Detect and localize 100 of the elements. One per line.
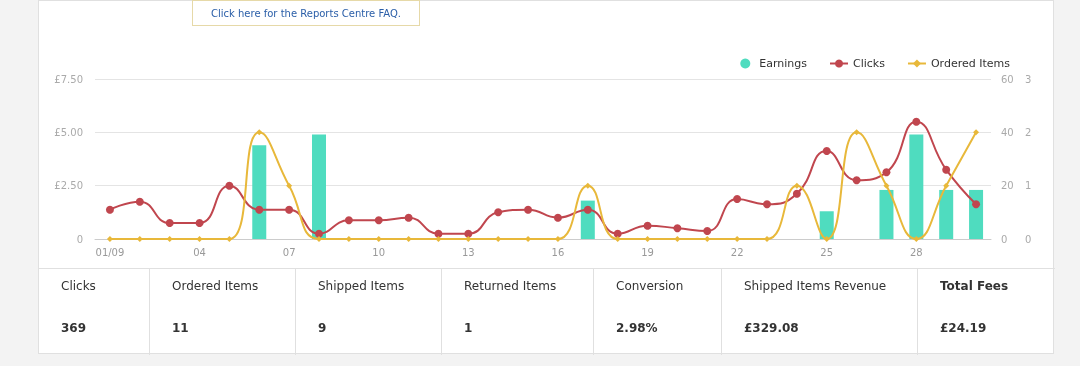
category-label: Shipped Items Revenue [744,279,888,293]
x-tick-label: 19 [641,246,654,258]
x-tick-label: 13 [461,246,475,258]
y2-tick-label: 60 [1001,73,1014,85]
text: 11 [172,321,189,335]
y3-tick-label: 2 [1025,126,1032,138]
point [972,200,981,209]
point [913,236,920,242]
y3-tick-label: 1 [1025,180,1032,192]
legend-label: Clicks [853,57,886,70]
point [285,205,294,214]
y3-tick-label: 0 [1025,233,1032,245]
text: Click here for the Reports Centre FAQ. [192,0,420,26]
bar [969,189,984,239]
point [316,236,322,242]
point [674,236,681,242]
text: 2.98% [616,321,658,335]
y-tick-label: £2.50 [54,180,83,192]
y-tick-label: 0 [76,233,83,245]
text: £329.08 [744,321,799,335]
point [882,168,891,177]
bar [879,189,894,239]
point [703,227,712,235]
category-label: Conversion [616,279,685,293]
x-tick-label: 07 [282,246,296,258]
y-tick-label: £5.00 [54,126,83,138]
legend-label: Earnings [759,57,808,70]
point [793,182,800,189]
text: 369 [61,321,87,335]
point [644,236,651,242]
point [464,229,473,238]
point [792,189,801,198]
point [256,129,263,136]
point [165,219,174,227]
y3-tick-label: 3 [1025,73,1032,85]
y2-tick-label: 0 [1001,233,1008,245]
point [613,229,622,238]
point [673,224,682,233]
category-label: Clicks [61,279,97,293]
text: £24.19 [940,321,987,335]
legend-label: Ordered Items [930,57,1011,70]
point [105,205,114,214]
point [822,147,831,155]
text: 1 [464,321,473,335]
point [643,221,652,230]
bar [252,145,267,239]
text: 9 [318,321,327,335]
category-label: Returned Items [464,279,558,293]
point [733,195,742,203]
point [434,229,443,238]
point [106,236,113,242]
point [553,213,562,222]
category-label: Ordered Items [172,279,260,293]
point [912,117,921,126]
point [583,205,592,214]
point [942,165,951,174]
bar [312,134,326,239]
point [973,129,980,136]
point [764,236,770,242]
point [315,229,323,238]
point [465,236,472,242]
y-tick-label: £7.50 [54,73,83,85]
point [135,197,144,206]
point [584,182,591,189]
category-label: Shipped Items [318,279,406,293]
point [943,182,950,189]
point [853,129,860,136]
point [614,236,621,242]
point [375,236,382,242]
point [196,236,203,242]
point [494,208,503,217]
point [852,176,861,185]
x-tick-label: 01/09 [95,246,125,258]
point [344,216,353,225]
point [226,236,233,242]
point [704,236,711,242]
point [255,205,264,214]
point [883,182,890,189]
bar [909,134,924,239]
x-tick-label: 25 [820,246,834,258]
point [763,200,771,209]
x-tick-label: 04 [193,246,206,258]
x-tick-label: 10 [372,246,386,258]
category-label: Total Fees [940,279,1010,293]
point [166,236,173,242]
point [404,213,413,222]
bar [939,189,954,239]
y2-tick-label: 40 [1001,126,1014,138]
x-tick-label: 22 [730,246,744,258]
point [374,216,383,225]
y2-tick-label: 20 [1001,180,1014,192]
point [195,219,204,227]
x-tick-label: 16 [551,246,565,258]
x-tick-label: 28 [909,246,923,258]
point [405,236,412,242]
point [524,205,533,214]
point [286,182,293,189]
point [823,236,830,242]
point [225,181,234,190]
point [435,236,442,242]
